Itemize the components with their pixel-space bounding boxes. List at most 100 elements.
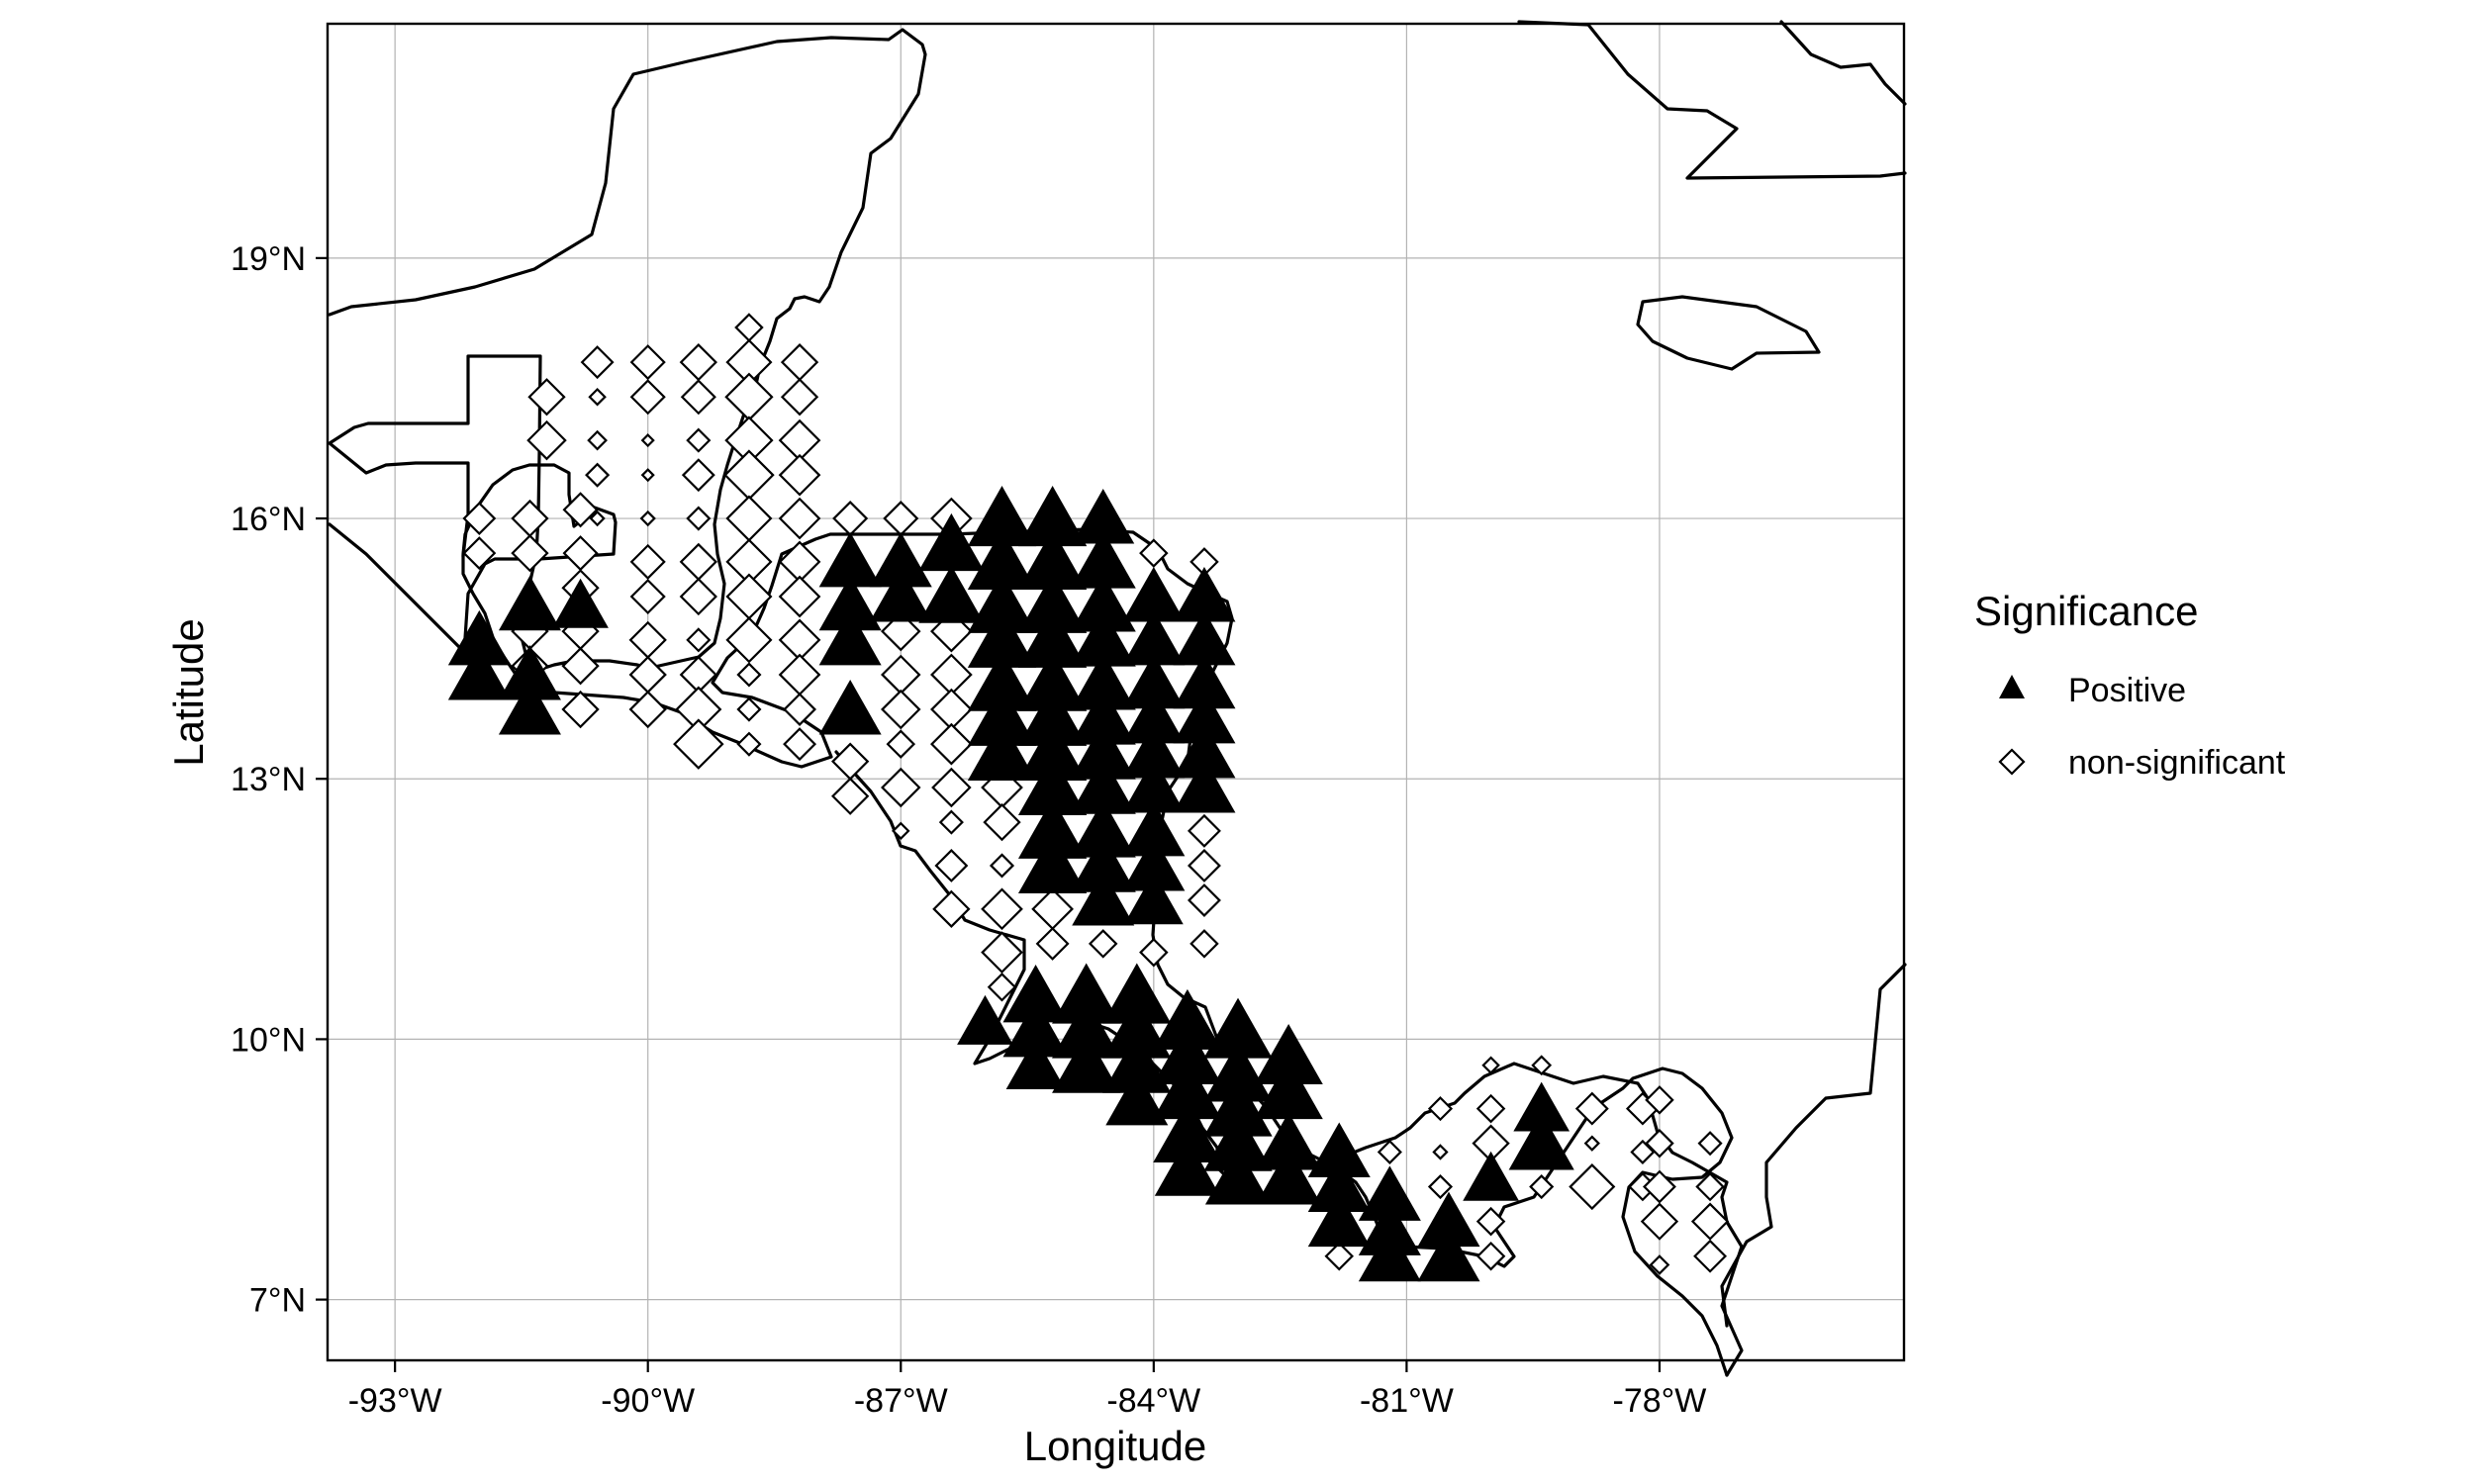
point-positive <box>818 575 882 631</box>
point-positive <box>1122 653 1186 709</box>
point-positive <box>1122 722 1186 779</box>
point-positive <box>967 486 1037 547</box>
point-non-significant <box>725 616 773 664</box>
point-non-significant <box>932 889 971 928</box>
point-non-significant <box>527 378 566 417</box>
point-non-significant <box>725 495 773 542</box>
x-tick-label: -81°W <box>1360 1382 1454 1420</box>
point-positive <box>552 578 609 628</box>
point-non-significant <box>1693 1239 1728 1273</box>
point-positive <box>1307 1122 1371 1177</box>
point-non-significant <box>1475 1093 1506 1124</box>
point-non-significant <box>628 620 667 660</box>
point-positive <box>1508 1112 1574 1170</box>
point-positive <box>1173 758 1236 813</box>
y-axis-title: Latitude <box>165 618 212 766</box>
point-non-significant <box>462 536 497 571</box>
point-non-significant <box>886 729 916 759</box>
point-non-significant <box>736 662 762 688</box>
point-non-significant <box>987 973 1017 1002</box>
point-positive <box>1017 797 1088 859</box>
point-positive <box>1173 653 1236 709</box>
point-non-significant <box>681 458 715 493</box>
point-non-significant <box>585 462 611 488</box>
y-tick-label: 19°N <box>231 240 306 278</box>
point-positive <box>1463 1151 1519 1201</box>
point-non-significant <box>883 500 919 537</box>
point-non-significant <box>983 802 1021 842</box>
point-positive <box>818 609 882 666</box>
point-non-significant <box>686 627 712 653</box>
point-non-significant <box>831 777 870 815</box>
legend-label-positive: Positive <box>2068 672 2186 709</box>
point-positive <box>1070 574 1136 632</box>
point-non-significant <box>1529 1173 1555 1200</box>
point-positive <box>1070 530 1136 589</box>
point-positive <box>818 680 882 735</box>
point-positive <box>1052 997 1121 1059</box>
point-positive <box>1417 1226 1480 1282</box>
point-positive <box>498 644 561 700</box>
point-non-significant <box>1139 937 1169 968</box>
point-non-significant <box>1035 926 1070 961</box>
point-non-significant <box>780 378 819 417</box>
point-non-significant <box>724 372 774 421</box>
point-positive <box>1204 1147 1272 1205</box>
point-positive <box>918 565 985 623</box>
point-positive <box>1017 755 1088 816</box>
coastline-mexico-pacific <box>328 522 477 665</box>
coastline-jamaica <box>1636 295 1821 371</box>
point-non-significant <box>679 342 717 382</box>
point-positive <box>1070 608 1136 667</box>
point-non-significant <box>881 610 921 652</box>
point-non-significant <box>588 387 607 407</box>
point-positive <box>1102 963 1172 1024</box>
y-tick-label: 16°N <box>231 501 306 538</box>
point-non-significant <box>1583 1135 1600 1152</box>
y-tick-label: 10°N <box>231 1021 306 1059</box>
point-non-significant <box>736 696 762 722</box>
point-non-significant <box>981 931 1023 974</box>
point-positive <box>1072 489 1135 544</box>
point-non-significant <box>1475 1206 1506 1237</box>
point-positive <box>1254 1023 1323 1085</box>
point-non-significant <box>783 693 817 727</box>
point-non-significant <box>1088 929 1118 959</box>
point-non-significant <box>1645 1128 1674 1159</box>
x-axis-title: Longitude <box>1024 1423 1207 1469</box>
point-positive <box>1203 1041 1273 1102</box>
point-non-significant <box>639 510 656 527</box>
points-positive <box>447 486 1574 1282</box>
point-non-significant <box>1695 1171 1725 1202</box>
point-non-significant <box>628 690 667 729</box>
point-positive <box>1358 1165 1421 1221</box>
point-positive <box>1070 687 1136 745</box>
point-non-significant <box>1432 1144 1449 1160</box>
point-non-significant <box>778 653 821 696</box>
point-non-significant <box>981 887 1023 931</box>
point-non-significant <box>640 433 655 448</box>
point-positive <box>1153 988 1222 1050</box>
point-non-significant <box>1643 1169 1676 1204</box>
point-non-significant <box>734 313 764 342</box>
point-positive <box>967 528 1037 590</box>
point-non-significant <box>1697 1131 1723 1157</box>
point-positive <box>1173 688 1236 744</box>
point-positive <box>1070 721 1136 780</box>
point-positive <box>1052 963 1121 1024</box>
point-positive <box>1005 1037 1066 1089</box>
point-positive <box>1102 997 1172 1059</box>
point-positive <box>1052 1032 1121 1093</box>
point-non-significant <box>1377 1139 1402 1165</box>
point-positive <box>967 719 1037 781</box>
point-positive <box>1122 609 1186 666</box>
point-non-significant <box>680 379 716 416</box>
point-positive <box>1203 997 1273 1059</box>
legend-title: Significance <box>1974 588 2198 634</box>
point-positive <box>1203 1110 1273 1171</box>
point-non-significant <box>629 543 666 580</box>
point-non-significant <box>832 500 869 537</box>
point-non-significant <box>1640 1202 1679 1241</box>
point-non-significant <box>1481 1056 1500 1074</box>
